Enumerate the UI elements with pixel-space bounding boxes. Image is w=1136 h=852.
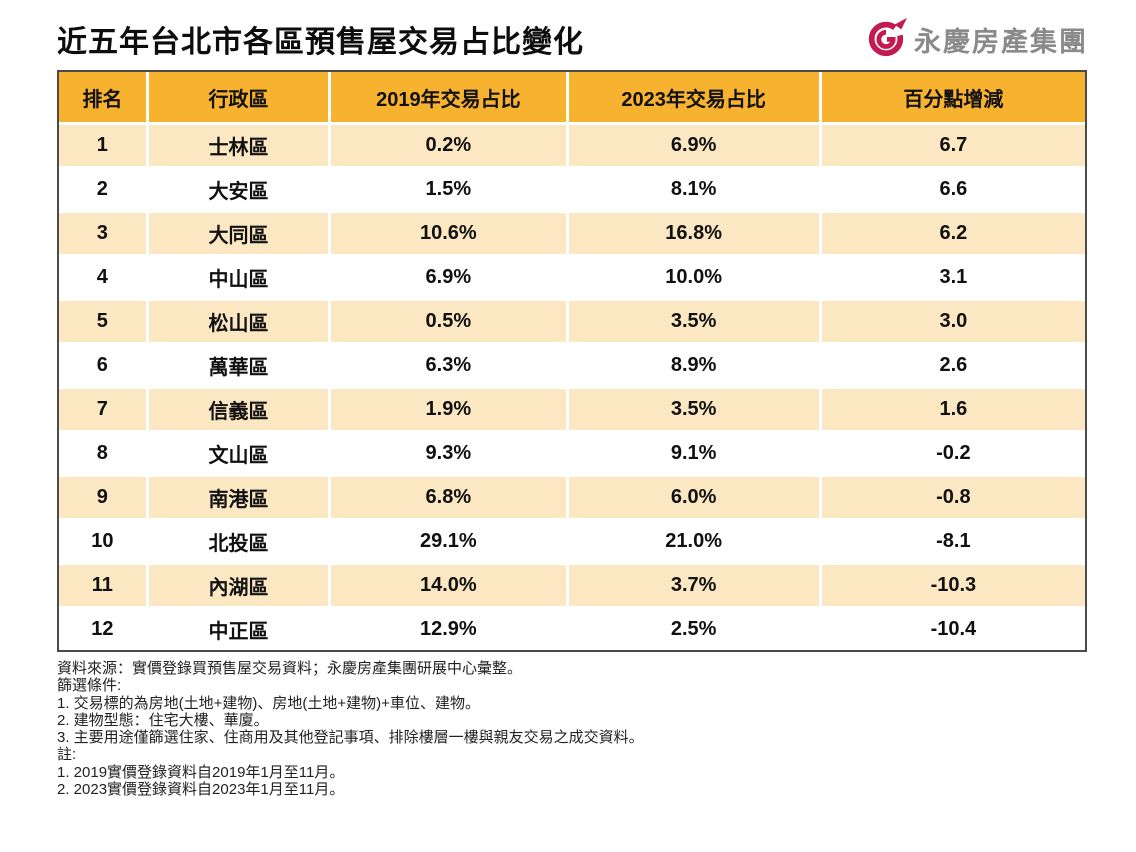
- column-header-share-2023-cell: 2023年交易占比: [569, 72, 822, 122]
- table-row: 5 松山區 0.5% 3.5% 3.0: [59, 301, 1085, 345]
- footnote-line: 註:: [57, 746, 77, 764]
- brand-logo: 永慶房產集團: [865, 16, 1088, 63]
- page-title: 近五年台北市各區預售屋交易占比變化: [57, 26, 584, 59]
- district-cell: 南港區: [149, 477, 332, 518]
- rank-cell: 9: [59, 477, 149, 518]
- share-2019-cell: 14.0%: [331, 565, 569, 606]
- share-2023-cell: 3.5%: [569, 389, 822, 430]
- infographic-page: 近五年台北市各區預售屋交易占比變化 永慶房產集團 排名 行政區 2019年交易占比 2…: [57, 14, 1088, 798]
- share-2023-cell: 9.1%: [569, 433, 822, 474]
- share-2023-cell: 8.9%: [569, 345, 822, 386]
- share-2023-cell: 6.0%: [569, 477, 822, 518]
- share-2019-cell: 29.1%: [331, 521, 569, 562]
- rank-cell: 7: [59, 389, 149, 430]
- table-row: 12 中正區 12.9% 2.5% -10.4: [59, 609, 1085, 650]
- change-cell: -10.4: [930, 618, 977, 640]
- share-2023-cell: 21.0%: [569, 521, 822, 562]
- table-row: 2 大安區 1.5% 8.1% 6.6: [59, 169, 1085, 213]
- share-2019-cell: 0.5%: [331, 301, 569, 342]
- table-row: 9 南港區 6.8% 6.0% -0.8: [59, 477, 1085, 521]
- district-cell: 文山區: [149, 433, 332, 474]
- change-cell: 6.7: [939, 134, 968, 156]
- share-2023-cell: 16.8%: [569, 213, 822, 254]
- change-cell: 3.1: [939, 266, 968, 288]
- change-cell: 3.0: [939, 310, 968, 332]
- rank-cell: 12: [59, 609, 149, 650]
- district-cell: 內湖區: [149, 565, 332, 606]
- footnote-line: 1. 2019實價登錄資料自2019年1月至11月。: [57, 763, 345, 781]
- brand-name: 永慶房產集團: [914, 26, 1088, 57]
- change-cell: -0.2: [936, 442, 971, 464]
- table-row: 3 大同區 10.6% 16.8% 6.2: [59, 213, 1085, 257]
- table-body: 1 士林區 0.2% 6.9% 6.7 2 大安區 1.5% 8.1% 6.6 3 大同區 10.6% 1…: [59, 125, 1085, 650]
- change-cell: -10.3: [930, 574, 977, 596]
- table-header-row: 排名 行政區 2019年交易占比 2023年交易占比 百分點增減: [59, 72, 1085, 125]
- table-row: 7 信義區 1.9% 3.5% 1.6: [59, 389, 1085, 433]
- district-cell: 大安區: [149, 169, 332, 210]
- district-cell: 萬華區: [149, 345, 332, 386]
- data-table: 排名 行政區 2019年交易占比 2023年交易占比 百分點增減 1 士林區 0.2% 6.9…: [57, 70, 1087, 652]
- share-2019-cell: 6.8%: [331, 477, 569, 518]
- share-2023-cell: 2.5%: [569, 609, 822, 650]
- table-row: 10 北投區 29.1% 21.0% -8.1: [59, 521, 1085, 565]
- table-row: 1 士林區 0.2% 6.9% 6.7: [59, 125, 1085, 169]
- footnote-line: 3. 主要用途僅篩選住家、住商用及其他登記事項、排除樓層一樓與親友交易之成交資料…: [57, 729, 644, 746]
- district-cell: 大同區: [149, 213, 332, 254]
- share-2019-cell: 6.9%: [331, 257, 569, 298]
- share-2019-cell: 1.9%: [331, 389, 569, 430]
- change-cell: -8.1: [936, 530, 971, 552]
- share-2019-cell: 1.5%: [331, 169, 569, 210]
- rank-cell: 10: [59, 521, 149, 562]
- rank-cell: 11: [59, 565, 149, 606]
- table-row: 8 文山區 9.3% 9.1% -0.2: [59, 433, 1085, 477]
- share-2023-cell: 8.1%: [569, 169, 822, 210]
- footnote-line: 2. 2023實價登錄資料自2023年1月至11月。: [57, 780, 345, 798]
- footnote-line: 1. 交易標的為房地(土地+建物)、房地(土地+建物)+車位、建物。: [57, 694, 480, 712]
- change-cell: 6.6: [939, 178, 968, 200]
- header-row: 近五年台北市各區預售屋交易占比變化 永慶房產集團: [57, 14, 1088, 64]
- footnote-line: 篩選條件:: [57, 677, 122, 695]
- table-row: 6 萬華區 6.3% 8.9% 2.6: [59, 345, 1085, 389]
- district-cell: 北投區: [149, 521, 332, 562]
- rank-cell: 2: [59, 169, 149, 210]
- column-header-rank-cell: 排名: [59, 72, 149, 122]
- share-2023-cell: 10.0%: [569, 257, 822, 298]
- rank-cell: 8: [59, 433, 149, 474]
- share-2019-cell: 6.3%: [331, 345, 569, 386]
- yungching-logo-icon: [865, 16, 909, 63]
- share-2023-cell: 3.7%: [569, 565, 822, 606]
- share-2019-cell: 0.2%: [331, 125, 569, 166]
- change-cell: -0.8: [936, 486, 971, 508]
- share-2023-cell: 3.5%: [569, 301, 822, 342]
- change-cell: 1.6: [939, 398, 968, 420]
- district-cell: 士林區: [149, 125, 332, 166]
- district-cell: 松山區: [149, 301, 332, 342]
- column-header-share-2019-cell: 2019年交易占比: [331, 72, 569, 122]
- change-cell: 6.2: [939, 222, 968, 244]
- share-2019-cell: 9.3%: [331, 433, 569, 474]
- rank-cell: 5: [59, 301, 149, 342]
- district-cell: 中山區: [149, 257, 332, 298]
- rank-cell: 6: [59, 345, 149, 386]
- district-cell: 中正區: [149, 609, 332, 650]
- footnotes: 資料來源：實價登錄買預售屋交易資料；永慶房產集團研展中心彙整。 篩選條件: 1. 交…: [57, 660, 1088, 798]
- table-row: 4 中山區 6.9% 10.0% 3.1: [59, 257, 1085, 301]
- footnote-line: 2. 建物型態：住宅大樓、華廈。: [57, 711, 269, 729]
- table-row: 11 內湖區 14.0% 3.7% -10.3: [59, 565, 1085, 609]
- share-2019-cell: 10.6%: [331, 213, 569, 254]
- footnote-line: 資料來源：實價登錄買預售屋交易資料；永慶房產集團研展中心彙整。: [57, 660, 523, 677]
- change-cell: 2.6: [939, 354, 968, 376]
- share-2023-cell: 6.9%: [569, 125, 822, 166]
- column-header-change-cell: 百分點增減: [903, 88, 1004, 111]
- share-2019-cell: 12.9%: [331, 609, 569, 650]
- column-header-district-cell: 行政區: [149, 72, 332, 122]
- rank-cell: 3: [59, 213, 149, 254]
- district-cell: 信義區: [149, 389, 332, 430]
- rank-cell: 1: [59, 125, 149, 166]
- rank-cell: 4: [59, 257, 149, 298]
